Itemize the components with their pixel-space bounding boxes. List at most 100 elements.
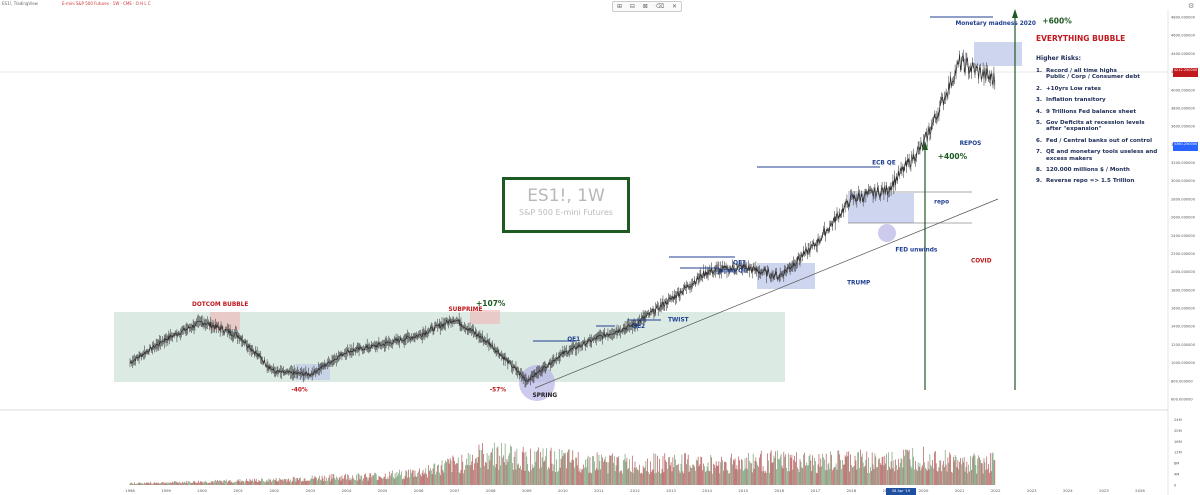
risk-item-number: 8. <box>1036 167 1043 174</box>
risk-item: 5. Gov Deficits at recession levels after… <box>1036 120 1176 133</box>
chart-annotation: -57% <box>490 388 506 394</box>
chart-annotation: SPRING <box>532 393 557 399</box>
risk-item: 8. 120.000 millions $ / Month <box>1036 167 1176 173</box>
chart-annotation: FED unwinds <box>895 248 938 254</box>
price-tick-label: 2800.000000 <box>1171 197 1196 201</box>
spring-circle <box>519 365 555 401</box>
price-tick-label: 3200.000000 <box>1171 161 1196 165</box>
time-tick-label: 2023 <box>1027 488 1037 493</box>
chop-box-2018 <box>848 193 914 223</box>
risk-heading: Higher Risks: <box>1036 55 1081 62</box>
drawing-toolbox[interactable]: ⊞ ⊟ ⊠ ⌫ ✕ <box>612 1 682 12</box>
risk-list: 1. Record / all time highs Public / Corp … <box>1036 68 1176 185</box>
symbol-label[interactable]: ES1!, TradingView <box>2 1 38 6</box>
volume-tick-label: 16M <box>1174 440 1182 444</box>
subprime-top-mark <box>470 310 500 324</box>
risk-item-text: Reverse repo => 1.5 Trillion <box>1046 178 1135 185</box>
price-tick-label: 4600.000000 <box>1171 34 1196 38</box>
risk-item: 1. Record / all time highs Public / Corp … <box>1036 68 1176 81</box>
chart-annotation: SUBPRIME <box>449 307 483 313</box>
time-tick-label: 2007 <box>450 488 460 493</box>
time-tick-label: 2000 <box>197 488 207 493</box>
volume-tick-label: 24M <box>1174 418 1182 422</box>
price-line <box>129 54 996 382</box>
time-tick-label: 2008 <box>486 488 496 493</box>
price-series <box>129 49 996 388</box>
chart-annotation: +600% <box>1042 16 1072 25</box>
time-tick-label: 2021 <box>955 488 965 493</box>
risk-item: 6. Fed / Central banks out of control <box>1036 138 1176 144</box>
risk-item-number: 2. <box>1036 85 1043 92</box>
chart-annotation: TWIST <box>668 318 689 324</box>
risk-item-text: Record / all time highs Public / Corp / … <box>1046 68 1140 81</box>
marked-price-tag: 3360.250000 <box>1173 142 1198 151</box>
risk-title: EVERYTHING BUBBLE <box>1036 34 1126 43</box>
fib-icon[interactable]: ⊟ <box>629 2 635 10</box>
date-marker: 08 Apr '19 <box>886 488 916 495</box>
watermark-subtitle: S&P 500 E-mini Futures <box>519 208 613 217</box>
chart-annotation: Monetary madness 2020 <box>956 21 1036 27</box>
risk-item-text: 9 Trillions Fed balance sheet <box>1046 108 1136 115</box>
risk-item-number: 1. <box>1036 68 1043 74</box>
price-tick-label: 1200.000000 <box>1171 343 1196 347</box>
time-tick-label: 1998 <box>125 488 135 493</box>
risk-item-number: 5. <box>1036 120 1043 127</box>
chart-annotation: Japan QE <box>717 269 747 275</box>
volume-tick-label: 0 <box>1174 484 1177 488</box>
cursor-icon[interactable]: ⊞ <box>616 2 622 10</box>
chart-annotation: repo <box>934 199 949 205</box>
price-tick-label: 1000.000000 <box>1171 361 1196 365</box>
volume-tick-label: 20M <box>1174 429 1182 433</box>
risk-item-number: 9. <box>1036 178 1043 185</box>
risk-item-number: 4. <box>1036 108 1043 115</box>
time-tick-label: 2026 <box>1135 488 1145 493</box>
watermark-title: ES1!, 1W <box>527 186 605 206</box>
risk-item-text: Gov Deficits at recession levels after "… <box>1046 120 1145 133</box>
top-box-2022 <box>974 42 1022 66</box>
time-tick-label: 2020 <box>919 488 929 493</box>
volume-pane <box>129 442 996 485</box>
trash-icon[interactable]: ⌫ <box>655 2 665 10</box>
price-tick-label: 1600.000000 <box>1171 307 1196 311</box>
time-tick-label: 2005 <box>378 488 388 493</box>
zoom-icon[interactable]: ⊠ <box>642 2 648 10</box>
volume-tick-label: 12M <box>1174 451 1182 455</box>
time-tick-label: 2015 <box>738 488 748 493</box>
price-tick-label: 2600.000000 <box>1171 216 1196 220</box>
chart-annotation: REPOS <box>960 141 982 147</box>
risk-item: 3. Inflation transitory <box>1036 97 1176 103</box>
price-tick-label: 3800.000000 <box>1171 106 1196 110</box>
madness-arrow-head <box>1012 9 1018 18</box>
chart-header: ES1!, TradingView E-mini S&P 500 Futures… <box>0 0 1200 10</box>
volume-tick-label: 8M <box>1174 462 1179 466</box>
time-tick-label: 1999 <box>161 488 171 493</box>
close-icon[interactable]: ✕ <box>672 2 678 10</box>
chart-annotation: QE3 <box>733 260 746 266</box>
time-tick-label: 2003 <box>306 488 316 493</box>
gear-icon[interactable]: ⚙ <box>1188 2 1195 10</box>
time-tick-label: 2016 <box>774 488 784 493</box>
risk-item: 2. +10yrs Low rates <box>1036 86 1176 92</box>
time-tick-label: 2010 <box>558 488 568 493</box>
price-tick-label: 3000.000000 <box>1171 179 1196 183</box>
time-tick-label: 2025 <box>1099 488 1109 493</box>
price-tick-label: 800.000000 <box>1171 379 1193 383</box>
risk-item-text: Inflation transitory <box>1046 97 1106 104</box>
volume-axis: 24M 20M 16M 12M 8M 4M 0 <box>1174 418 1182 488</box>
price-tick-label: 600.000000 <box>1171 398 1193 402</box>
time-tick-label: 2009 <box>522 488 532 493</box>
chart-annotation: COVID <box>971 259 992 265</box>
chart-annotation: QE2 <box>632 324 645 330</box>
risk-item-text: Fed / Central banks out of control <box>1046 137 1153 144</box>
time-tick-label: 2017 <box>811 488 821 493</box>
risk-item-number: 3. <box>1036 97 1043 104</box>
price-tick-label: 4800.000000 <box>1171 16 1196 20</box>
chart-annotation: ECB QE <box>872 160 896 166</box>
time-tick-label: 2013 <box>666 488 676 493</box>
chart-annotation: +400% <box>938 152 968 161</box>
annotations: DOTCOM BUBBLE -40% SUBPRIME+107% -57% SPRING… <box>192 16 1072 399</box>
time-tick-label: 2004 <box>342 488 352 493</box>
chart-annotation: -40% <box>291 388 307 394</box>
chart-annotation: DOTCOM BUBBLE <box>192 302 248 308</box>
